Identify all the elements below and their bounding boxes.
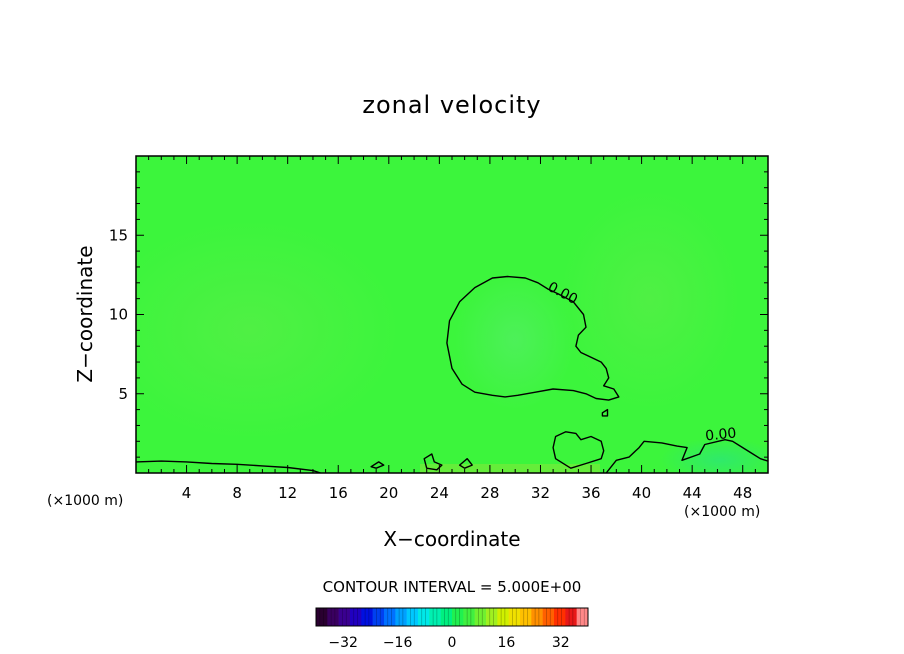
colorbar-swatch	[576, 608, 589, 626]
colorbar-swatch	[463, 608, 475, 626]
colorbar-swatch	[384, 608, 396, 626]
colorbar-swatch	[542, 608, 555, 626]
colorbar-swatch	[316, 608, 328, 626]
colorbar-swatch	[372, 608, 385, 626]
x-tick-label: 28	[480, 484, 499, 502]
colorbar-swatch	[429, 608, 441, 626]
colorbar-tick-label: 16	[497, 635, 515, 651]
y-axis-title: Z−coordinate	[73, 245, 97, 382]
colorbar-swatch	[531, 608, 543, 626]
colorbar-swatch	[406, 608, 419, 626]
x-tick-label: 48	[733, 484, 752, 502]
field-shade-right	[560, 190, 740, 410]
contour-line	[423, 453, 443, 471]
colorbar-swatch	[508, 608, 521, 626]
y-tick-label: 10	[109, 306, 128, 324]
contour-line	[136, 460, 321, 473]
field-surface-band	[420, 464, 600, 473]
colorbar-swatch	[497, 608, 509, 626]
colorbar-swatch	[327, 608, 339, 626]
contour-line	[552, 431, 605, 469]
contour-label: 0.00	[704, 425, 737, 444]
colorbar-swatch	[486, 608, 498, 626]
chart-title: zonal velocity	[362, 91, 541, 119]
contour-lines	[136, 275, 768, 473]
x-unit-right: (×1000 m)	[684, 504, 760, 520]
colorbar-swatch	[361, 608, 373, 626]
y-tick-label: 15	[109, 226, 128, 244]
contour-line	[446, 275, 620, 401]
x-tick-label: 20	[379, 484, 398, 502]
colorbar-tick-label: 0	[448, 635, 457, 651]
colorbar-tick-label: −16	[383, 635, 413, 651]
contour-line	[601, 408, 609, 417]
x-axis-title: X−coordinate	[383, 527, 520, 551]
colorbar	[315, 607, 589, 627]
colorbar-swatch	[338, 608, 351, 626]
x-tick-label: 4	[182, 484, 192, 502]
x-tick-label: 8	[232, 484, 242, 502]
colorbar-swatch	[452, 608, 464, 626]
x-axis-ticks: 4 8 12 16 20 24 28 32 36 40 44 48	[148, 156, 756, 502]
colorbar-swatch	[565, 608, 577, 626]
colorbar-swatch	[554, 608, 566, 626]
heatmap-field: 0.000.00	[136, 156, 768, 473]
colorbar-swatch	[418, 608, 430, 626]
x-tick-label: 16	[329, 484, 348, 502]
colorbar-swatch	[474, 608, 487, 626]
colorbar-title: CONTOUR INTERVAL = 5.000E+00	[323, 578, 582, 596]
colorbar-swatch	[395, 608, 407, 626]
x-tick-label: 36	[581, 484, 600, 502]
contour-line	[605, 439, 768, 473]
field-shade-left	[136, 220, 400, 440]
x-tick-label: 32	[531, 484, 550, 502]
colorbar-swatch	[440, 608, 453, 626]
colorbar-frame	[315, 607, 589, 627]
x-tick-label: 40	[632, 484, 651, 502]
contour-line	[458, 458, 473, 469]
colorbar-swatch	[350, 608, 362, 626]
x-tick-label: 12	[278, 484, 297, 502]
x-tick-label: 44	[683, 484, 702, 502]
field-shade-bottom	[660, 438, 768, 473]
y-axis-ticks: 5 10 15	[109, 171, 768, 458]
x-unit-left: (×1000 m)	[47, 493, 123, 509]
contour-line	[370, 461, 385, 469]
colorbar-tick-label: 32	[552, 635, 570, 651]
x-tick-label: 24	[430, 484, 449, 502]
y-tick-label: 5	[118, 385, 128, 403]
colorbar-swatch	[520, 608, 532, 626]
colorbar-tick-label: −32	[328, 635, 358, 651]
colorbar-labels: −32 −16 0 16 32	[328, 635, 569, 651]
field-shade-core	[455, 270, 575, 410]
